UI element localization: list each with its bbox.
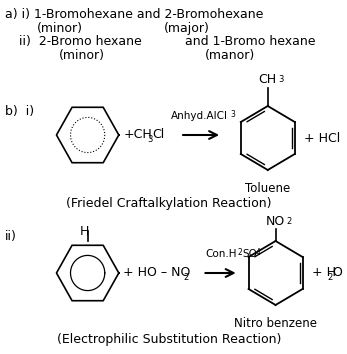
Text: Toluene: Toluene (245, 182, 290, 195)
Text: Cl: Cl (152, 129, 164, 142)
Text: 3: 3 (279, 75, 284, 84)
Text: (manor): (manor) (204, 49, 255, 62)
Text: Nitro benzene: Nitro benzene (234, 317, 317, 330)
Text: H: H (80, 225, 89, 238)
Text: 3: 3 (147, 135, 152, 143)
Text: + HCl: + HCl (304, 131, 340, 144)
Text: NO: NO (266, 215, 285, 228)
Text: Con.H: Con.H (205, 249, 237, 259)
Text: 2: 2 (327, 273, 332, 281)
Text: ii)  2-Bromo hexane: ii) 2-Bromo hexane (19, 35, 142, 48)
Text: SO: SO (243, 249, 257, 259)
Text: 3: 3 (231, 110, 236, 119)
Text: 4: 4 (256, 248, 261, 257)
Text: O: O (332, 267, 342, 280)
Text: +CH: +CH (124, 129, 152, 142)
Text: (minor): (minor) (58, 49, 104, 62)
Text: (Friedel Craftalkylation Reaction): (Friedel Craftalkylation Reaction) (66, 197, 272, 210)
Text: 2: 2 (286, 217, 291, 226)
Text: b)  i): b) i) (5, 105, 34, 118)
Text: (major): (major) (163, 22, 210, 35)
Text: CH: CH (259, 73, 277, 86)
Text: (Electrophilic Substitution Reaction): (Electrophilic Substitution Reaction) (57, 333, 281, 346)
Text: ii): ii) (5, 230, 17, 243)
Text: + H: + H (312, 267, 336, 280)
Text: + HO – NO: + HO – NO (123, 267, 190, 280)
Text: Anhyd.AlCl: Anhyd.AlCl (171, 111, 228, 121)
Text: 2: 2 (183, 273, 188, 281)
Text: 2: 2 (238, 248, 242, 257)
Text: and 1-Bromo hexane: and 1-Bromo hexane (185, 35, 315, 48)
Text: a) i) 1-Bromohexane and 2-Bromohexane: a) i) 1-Bromohexane and 2-Bromohexane (5, 8, 263, 21)
Text: (minor): (minor) (37, 22, 83, 35)
